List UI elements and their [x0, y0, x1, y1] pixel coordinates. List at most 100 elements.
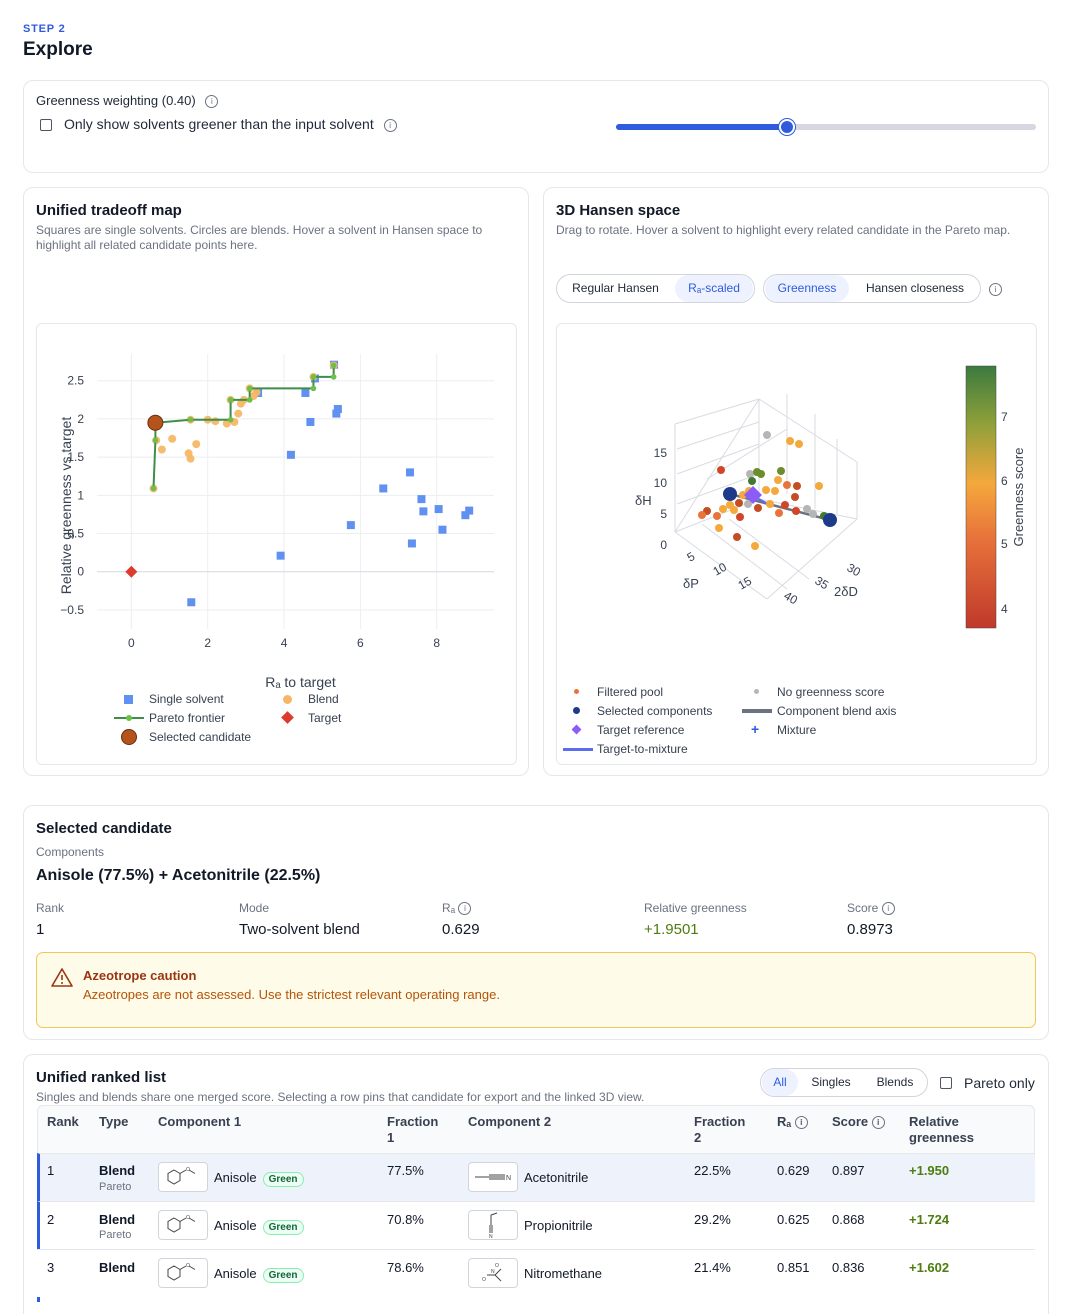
- pareto-point: [310, 374, 317, 380]
- hansen-solvent-point: [791, 493, 799, 501]
- hansen-solvent-point: [736, 513, 744, 521]
- row-score: 0.897: [832, 1163, 865, 1178]
- table-row[interactable]: [37, 1201, 1035, 1249]
- row-type: Blend: [99, 1212, 136, 1227]
- tab-regular-hansen[interactable]: Regular Hansen: [572, 281, 659, 295]
- hansen-solvent-point: [783, 481, 791, 489]
- y-tick-label: 40: [782, 588, 801, 607]
- info-icon[interactable]: i: [794, 1116, 808, 1130]
- score-label: Score i: [847, 901, 895, 916]
- single-solvent-point: [301, 388, 310, 397]
- th-type: Type: [99, 1114, 129, 1129]
- hansen-solvent-point: [766, 500, 774, 508]
- target-reference-point: [744, 486, 762, 504]
- tab-hansen-closeness[interactable]: Hansen closeness: [865, 281, 965, 295]
- single-solvent-point: [406, 468, 415, 477]
- blend-point: [234, 409, 243, 418]
- info-icon[interactable]: i: [871, 1116, 885, 1130]
- legend-target: Target: [308, 711, 342, 725]
- filter-singles[interactable]: Singles: [811, 1075, 851, 1089]
- legend-pareto: Pareto frontier: [149, 711, 226, 725]
- x-tick-label: 2: [204, 636, 211, 650]
- pareto-only-label: Pareto only: [964, 1075, 1035, 1091]
- pareto-point: [310, 385, 317, 392]
- filter-blends[interactable]: Blends: [876, 1075, 914, 1089]
- hansen-card: 3D Hansen space Drag to rotate. Hover a …: [543, 187, 1049, 776]
- row-relative-greenness: +1.950: [909, 1163, 950, 1178]
- pareto-frontier-line: [152, 365, 335, 489]
- ra-label: Rₐ i: [442, 901, 472, 916]
- svg-text:O: O: [186, 1167, 190, 1173]
- pareto-only-checkbox[interactable]: [940, 1077, 952, 1089]
- row-fraction-1: 70.8%: [387, 1212, 424, 1227]
- hansen-solvent-point: [744, 500, 752, 508]
- row-score: 0.868: [832, 1212, 865, 1227]
- hansen-solvent-point: [730, 506, 738, 514]
- hansen-solvent-point: [757, 470, 765, 478]
- tradeoff-chart[interactable]: 0 2 4 6 8 2.5 2 1.5 1 0.5 0 −0.5 Rₐ to target Relativ…: [37, 324, 516, 764]
- greener-label: Only show solvents greener than the inpu…: [64, 116, 397, 132]
- pareto-point: [246, 385, 253, 392]
- pareto-point: [152, 437, 159, 444]
- blend-point: [211, 417, 220, 426]
- y-tick-label: 2: [77, 412, 84, 426]
- row-ra: 0.625: [777, 1212, 810, 1227]
- hansen-grid-line: [674, 398, 760, 533]
- hansen-solvent-point: [777, 467, 785, 475]
- info-icon[interactable]: i: [205, 95, 219, 109]
- row-fraction-2: 29.2%: [694, 1212, 731, 1227]
- legend-blend: Blend: [308, 692, 339, 706]
- hansen-solvent-point: [735, 499, 743, 507]
- selected-candidate-card: Selected candidate Components Anisole (7…: [23, 805, 1049, 1040]
- legend-axis-marker: [742, 709, 772, 713]
- colorbar-tick-label: 4: [1001, 602, 1008, 616]
- greener-checkbox[interactable]: [40, 119, 52, 131]
- legend-nogreen-marker: [754, 689, 759, 694]
- row-component-1: Anisole Green: [214, 1170, 304, 1187]
- row-pareto-tag: Pareto: [99, 1229, 132, 1241]
- z-tick-label: 15: [654, 446, 668, 460]
- green-badge: Green: [262, 1220, 304, 1235]
- svg-text:O: O: [482, 1277, 486, 1283]
- svg-text:O: O: [495, 1263, 499, 1269]
- mode-value: Two-solvent blend: [239, 921, 360, 938]
- info-icon[interactable]: i: [383, 118, 397, 132]
- hansen-grid-line: [676, 421, 760, 450]
- single-solvent-point: [346, 521, 355, 530]
- weighting-slider[interactable]: [616, 119, 1036, 135]
- hansen-grid-line: [676, 473, 760, 505]
- tab-ra-scaled[interactable]: Rₐ-scaled: [675, 275, 753, 302]
- pareto-point: [246, 397, 253, 403]
- hansen-solvent-point: [809, 510, 817, 518]
- row-score: 0.836: [832, 1260, 865, 1275]
- info-icon[interactable]: i: [458, 902, 472, 916]
- row-component-2: Propionitrile: [524, 1218, 593, 1233]
- row-relative-greenness: +1.724: [909, 1212, 950, 1227]
- slider-handle[interactable]: [779, 119, 795, 135]
- single-solvent-point: [419, 507, 428, 516]
- hansen-plot[interactable]: 0 5 10 15 5 10 15 30 35 40 δH δP 2δD 7 6 5 4 Greenness sc…: [556, 323, 1037, 765]
- info-icon[interactable]: i: [881, 902, 895, 916]
- greenness-value: +1.9501: [644, 921, 699, 938]
- hansen-solvent-point: [775, 509, 783, 517]
- tradeoff-card: Unified tradeoff map Squares are single …: [23, 187, 529, 776]
- legend-blend-axis: Component blend axis: [777, 704, 897, 718]
- single-solvent-point: [434, 505, 443, 514]
- pareto-point: [150, 485, 157, 492]
- components-value: Anisole (77.5%) + Acetonitrile (22.5%): [36, 867, 321, 884]
- th-relative-greenness: Relative greenness: [909, 1114, 975, 1145]
- blend-point: [252, 388, 261, 397]
- hansen-3d-chart[interactable]: 0 5 10 15 5 10 15 30 35 40 δH δP 2δD 7 6 5 4 Greenness sc…: [557, 324, 1036, 764]
- hansen-solvent-point: [717, 466, 725, 474]
- blend-point: [168, 434, 177, 443]
- tradeoff-plot[interactable]: 0 2 4 6 8 2.5 2 1.5 1 0.5 0 −0.5 Rₐ to target Relativ…: [36, 323, 517, 765]
- hansen-mode-toggle: Regular Hansen Rₐ-scaled: [556, 274, 755, 303]
- hansen-title: 3D Hansen space: [556, 202, 681, 219]
- info-icon[interactable]: i: [989, 283, 1002, 296]
- tab-greenness[interactable]: Greenness: [765, 275, 849, 302]
- svg-text:O: O: [186, 1215, 190, 1221]
- hansen-solvent-point: [698, 511, 706, 519]
- y-tick-label: −0.5: [60, 603, 84, 617]
- table-row[interactable]: [37, 1249, 1035, 1297]
- filter-all[interactable]: All: [762, 1069, 798, 1096]
